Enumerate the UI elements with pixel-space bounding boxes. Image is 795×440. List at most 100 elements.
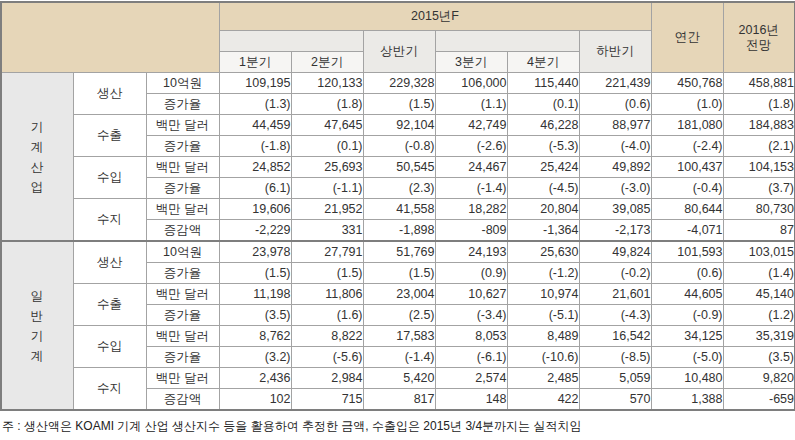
value-cell: 17,583 bbox=[363, 326, 435, 347]
value-cell: (-2.4) bbox=[651, 136, 723, 157]
value-cell: 422 bbox=[507, 389, 579, 411]
value-cell: 8,053 bbox=[435, 326, 507, 347]
value-cell: 21,601 bbox=[579, 284, 651, 305]
value-cell: 25,630 bbox=[507, 241, 579, 263]
unit-label: 증가율 bbox=[146, 136, 219, 157]
value-cell: 50,545 bbox=[363, 157, 435, 178]
category-label: 수지 bbox=[73, 368, 146, 411]
unit-label: 증감액 bbox=[146, 220, 219, 242]
header-quarter-1: 1분기 bbox=[219, 52, 291, 73]
value-cell: 331 bbox=[291, 220, 363, 242]
value-cell: 44,459 bbox=[219, 115, 291, 136]
value-cell: 106,000 bbox=[435, 73, 507, 94]
value-cell: 35,319 bbox=[723, 326, 795, 347]
unit-label: 증감액 bbox=[146, 389, 219, 411]
value-cell: 23,004 bbox=[363, 284, 435, 305]
unit-label: 증가율 bbox=[146, 305, 219, 326]
value-cell: 42,749 bbox=[435, 115, 507, 136]
value-cell: (-5.3) bbox=[507, 136, 579, 157]
category-label: 생산 bbox=[73, 241, 146, 284]
value-cell: 25,693 bbox=[291, 157, 363, 178]
value-cell: 34,125 bbox=[651, 326, 723, 347]
value-cell: (3.2) bbox=[219, 347, 291, 368]
value-cell: 102 bbox=[219, 389, 291, 411]
value-cell: (-1.8) bbox=[219, 136, 291, 157]
table-row: 수지백만 달러19,60621,95241,55818,28220,80439,… bbox=[1, 199, 795, 220]
unit-label: 10억원 bbox=[146, 241, 219, 263]
value-cell: 41,558 bbox=[363, 199, 435, 220]
value-cell: 87 bbox=[723, 220, 795, 242]
value-cell: 92,104 bbox=[363, 115, 435, 136]
row-group-label: 일반기계 bbox=[1, 241, 73, 410]
value-cell: 2,984 bbox=[291, 368, 363, 389]
header-second-half: 하반기 bbox=[579, 31, 651, 73]
value-cell: 101,593 bbox=[651, 241, 723, 263]
value-cell: 39,085 bbox=[579, 199, 651, 220]
value-cell: (2.5) bbox=[363, 305, 435, 326]
table-row: 수지백만 달러2,4362,9845,4202,5742,4855,05910,… bbox=[1, 368, 795, 389]
header-forecast-line1: 2016년 bbox=[739, 23, 779, 37]
value-cell: -809 bbox=[435, 220, 507, 242]
value-cell: (-1.2) bbox=[507, 263, 579, 284]
value-cell: -2,173 bbox=[579, 220, 651, 242]
value-cell: (-4.0) bbox=[579, 136, 651, 157]
value-cell: (1.6) bbox=[291, 305, 363, 326]
corner-cell bbox=[1, 2, 219, 73]
unit-label: 백만 달러 bbox=[146, 326, 219, 347]
unit-label: 백만 달러 bbox=[146, 368, 219, 389]
value-cell: 715 bbox=[291, 389, 363, 411]
value-cell: (1.1) bbox=[435, 94, 507, 115]
value-cell: (-8.5) bbox=[579, 347, 651, 368]
header-quarter-3: 3분기 bbox=[435, 52, 507, 73]
value-cell: 23,978 bbox=[219, 241, 291, 263]
value-cell: (-1.1) bbox=[291, 178, 363, 199]
value-cell: 817 bbox=[363, 389, 435, 411]
table-row: 수입백만 달러24,85225,69350,54524,46725,42449,… bbox=[1, 157, 795, 178]
category-label: 수입 bbox=[73, 157, 146, 199]
value-cell: -1,898 bbox=[363, 220, 435, 242]
value-cell: 5,420 bbox=[363, 368, 435, 389]
header-forecast-line2: 전망 bbox=[746, 38, 771, 52]
value-cell: 24,852 bbox=[219, 157, 291, 178]
value-cell: 8,762 bbox=[219, 326, 291, 347]
value-cell: (3.5) bbox=[723, 347, 795, 368]
value-cell: 11,198 bbox=[219, 284, 291, 305]
value-cell: 44,605 bbox=[651, 284, 723, 305]
value-cell: (3.7) bbox=[723, 178, 795, 199]
value-cell: (-4.5) bbox=[507, 178, 579, 199]
category-label: 수출 bbox=[73, 115, 146, 157]
value-cell: (0.9) bbox=[435, 263, 507, 284]
value-cell: 181,080 bbox=[651, 115, 723, 136]
row-group-label: 기계산업 bbox=[1, 73, 73, 242]
value-cell: (1.0) bbox=[651, 94, 723, 115]
value-cell: 25,424 bbox=[507, 157, 579, 178]
value-cell: 450,768 bbox=[651, 73, 723, 94]
footnote: 주 : 생산액은 KOAMI 기계 산업 생산지수 등을 활용하여 추정한 금액… bbox=[2, 418, 795, 435]
table-row: 기계산업생산10억원109,195120,133229,328106,00011… bbox=[1, 73, 795, 94]
value-cell: (1.5) bbox=[363, 94, 435, 115]
unit-label: 백만 달러 bbox=[146, 115, 219, 136]
category-label: 생산 bbox=[73, 73, 146, 115]
value-cell: (1.4) bbox=[723, 263, 795, 284]
value-cell: 104,153 bbox=[723, 157, 795, 178]
unit-label: 백만 달러 bbox=[146, 284, 219, 305]
value-cell: (1.5) bbox=[363, 263, 435, 284]
value-cell: 109,195 bbox=[219, 73, 291, 94]
value-cell: (0.1) bbox=[507, 94, 579, 115]
value-cell: (1.8) bbox=[291, 94, 363, 115]
value-cell: (-0.8) bbox=[363, 136, 435, 157]
header-first-half: 상반기 bbox=[363, 31, 435, 73]
value-cell: 24,467 bbox=[435, 157, 507, 178]
value-cell: 19,606 bbox=[219, 199, 291, 220]
value-cell: -1,364 bbox=[507, 220, 579, 242]
value-cell: 184,883 bbox=[723, 115, 795, 136]
unit-label: 백만 달러 bbox=[146, 199, 219, 220]
header-annual: 연간 bbox=[651, 2, 723, 73]
value-cell: (-3.4) bbox=[435, 305, 507, 326]
value-cell: 80,730 bbox=[723, 199, 795, 220]
header-spacer-h2 bbox=[435, 31, 579, 52]
value-cell: 5,059 bbox=[579, 368, 651, 389]
value-cell: 21,952 bbox=[291, 199, 363, 220]
value-cell: -4,071 bbox=[651, 220, 723, 242]
value-cell: 9,820 bbox=[723, 368, 795, 389]
